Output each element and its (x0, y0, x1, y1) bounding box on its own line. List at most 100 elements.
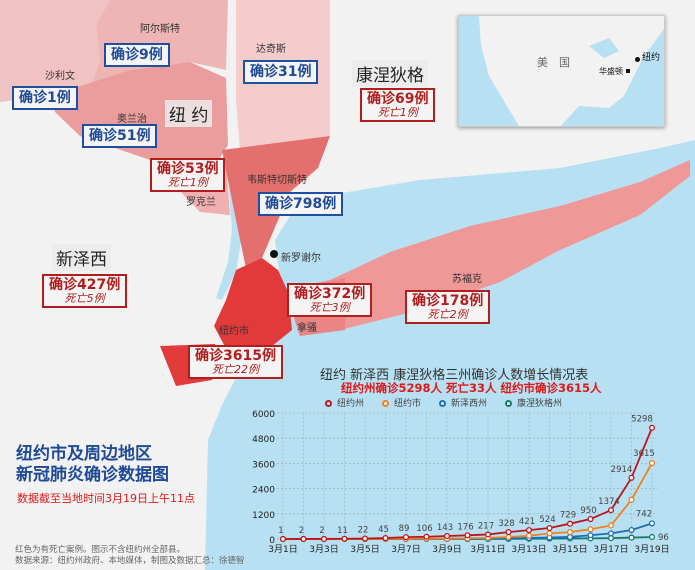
title-line2: 新冠肺炎确诊数据图 (16, 465, 169, 485)
cases-dutchess: 确诊31例 (250, 64, 312, 80)
x-tick-label: 3月19日 (634, 544, 669, 555)
place-new-rochelle: 新罗谢尔 (281, 253, 321, 264)
region-connecticut: 康涅狄格 (352, 60, 428, 87)
box-rockland: 确诊53例 死亡1例 (150, 158, 226, 192)
data-point (566, 520, 574, 527)
deaths-nyc: 死亡22例 (211, 363, 259, 376)
cases-connecticut: 确诊69例 (367, 91, 429, 107)
legend-marker (382, 400, 390, 407)
y-tick-label: 0 (269, 536, 275, 546)
chart-title: 纽约 新泽西 康涅狄格三州确诊人数增长情况表 (320, 368, 589, 383)
legend-item: 康涅狄格州 (505, 396, 562, 409)
new-rochelle-dot (270, 250, 278, 258)
x-tick-label: 3月15日 (552, 544, 587, 555)
map-subtitle: 数据截至当地时间3月19日上午11点 (17, 492, 195, 505)
data-label: 96 (658, 533, 669, 543)
x-tick-label: 3月7日 (391, 544, 420, 555)
legend-item: 新泽西州 (439, 396, 487, 409)
box-ulster: 确诊9例 (104, 43, 170, 67)
box-new-jersey: 确诊427例 死亡5例 (42, 274, 128, 308)
cases-new-jersey: 确诊427例 (49, 277, 121, 293)
data-point (320, 535, 328, 543)
data-point (484, 531, 492, 538)
deaths-suffolk: 死亡2例 (427, 308, 468, 321)
data-point (300, 535, 307, 543)
data-label: 217 (478, 521, 494, 531)
data-point (464, 532, 471, 539)
deaths-connecticut: 死亡1例 (377, 106, 418, 119)
data-label: 729 (560, 511, 576, 521)
data-label: 22 (358, 526, 369, 536)
legend-marker (505, 400, 513, 407)
data-label: 2 (319, 526, 324, 536)
x-tick-label: 3月3日 (309, 544, 338, 555)
chart-legend: 纽约州 纽约市 新泽西州 康涅狄格州 (325, 396, 562, 409)
data-point (505, 533, 512, 541)
chart-subtitle: 纽约州确诊5298人 死亡33人 纽约市确诊3615人 (341, 381, 602, 395)
deaths-nassau: 死亡3例 (309, 301, 350, 314)
washington-marker (626, 69, 630, 73)
data-label: 742 (636, 509, 652, 519)
data-point (607, 530, 615, 537)
place-nyc: 纽约市 (219, 326, 249, 337)
cases-westchester: 确诊798例 (265, 196, 337, 212)
data-point (525, 527, 533, 534)
place-orange: 奥兰治 (117, 114, 147, 125)
long-island (285, 160, 690, 336)
region-new-jersey: 新泽西 (52, 244, 111, 271)
data-point (423, 533, 430, 540)
cases-nyc: 确诊3615例 (195, 348, 276, 364)
data-label: 5298 (631, 415, 653, 425)
deaths-rockland: 死亡1例 (167, 176, 208, 189)
deaths-new-jersey: 死亡5例 (64, 292, 105, 305)
place-westchester: 韦斯特切斯特 (247, 175, 307, 186)
cases-orange: 确诊51例 (89, 128, 151, 144)
legend-item: 纽约市 (382, 396, 421, 409)
data-label: 3615 (633, 449, 655, 459)
region-new-york: 纽 约 (165, 100, 213, 127)
y-tick-label: 1200 (252, 511, 275, 521)
map-title: 纽约市及周边地区 新冠肺炎确诊数据图 (16, 444, 169, 486)
box-nassau: 确诊372例 死亡3例 (287, 283, 373, 317)
x-tick-label: 3月11日 (470, 544, 505, 555)
legend-marker (439, 400, 447, 407)
data-point (361, 535, 369, 542)
data-point (607, 507, 615, 514)
data-point (525, 532, 533, 539)
data-point (566, 533, 574, 540)
data-point (546, 530, 553, 537)
data-point (587, 515, 594, 523)
data-point (628, 474, 635, 481)
data-point (628, 496, 635, 503)
legend-marker (325, 400, 332, 407)
data-point (566, 529, 574, 536)
place-dutchess: 达奇斯 (256, 44, 286, 55)
data-label: 950 (580, 506, 596, 516)
inset-new-york-label: 纽约 (642, 53, 661, 63)
inset-country-label: 美 国 (537, 56, 570, 69)
note-line1: 红色为有死亡案例。图示不含纽约州全部县。 (15, 545, 186, 555)
y-tick-label: 4800 (252, 435, 275, 445)
cases-suffolk: 确诊178例 (412, 293, 484, 309)
inset-map: 美 国 纽约 华盛顿 (458, 15, 665, 127)
data-point (648, 424, 656, 431)
place-ulster: 阿尔斯特 (140, 24, 180, 35)
county-orange (50, 62, 228, 182)
data-label: 176 (457, 522, 473, 532)
data-label: 143 (437, 523, 453, 533)
data-label: 421 (519, 517, 535, 527)
box-nyc: 确诊3615例 死亡22例 (188, 345, 283, 379)
data-point (505, 529, 512, 536)
data-label: 524 (539, 515, 555, 525)
data-point (607, 522, 615, 529)
inset-washington-label: 华盛顿 (599, 67, 623, 76)
new-york-city (214, 258, 292, 356)
box-suffolk: 确诊178例 死亡2例 (405, 290, 491, 324)
place-nassau: 拿骚 (297, 323, 317, 334)
place-suffolk: 苏福克 (452, 274, 482, 285)
data-point (402, 534, 410, 541)
data-label: 89 (399, 524, 410, 534)
data-label: 328 (498, 519, 514, 529)
data-point (587, 532, 594, 539)
